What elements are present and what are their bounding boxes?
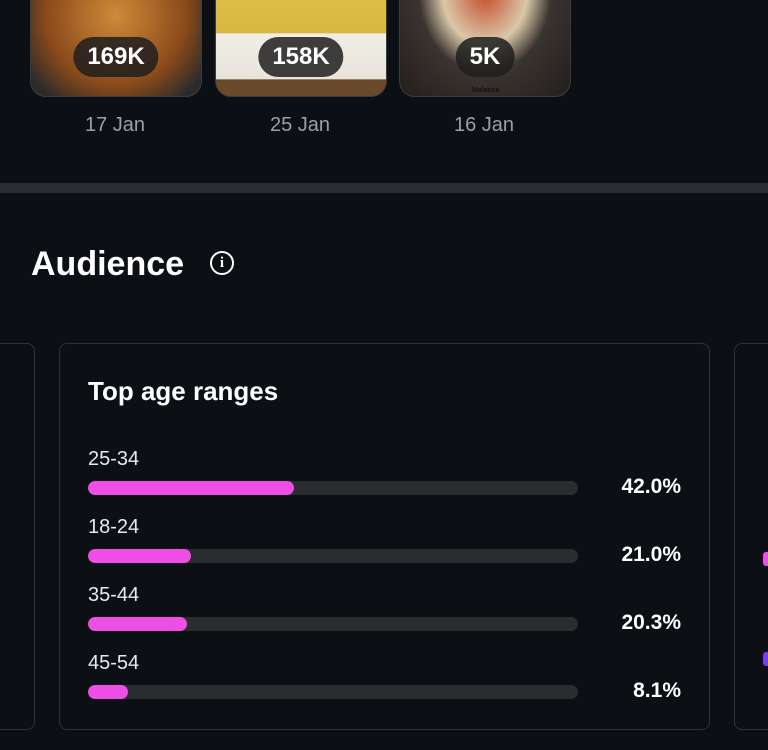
partial-bar xyxy=(763,652,768,666)
video-date: 25 Jan xyxy=(269,114,331,136)
partial-bar xyxy=(763,552,768,566)
percentage: 8.1% xyxy=(633,679,681,702)
age-label: 25-34 xyxy=(88,448,140,470)
section-divider xyxy=(0,183,768,193)
age-label: 45-54 xyxy=(88,652,140,674)
age-label: 18-24 xyxy=(88,516,140,538)
section-heading: Audience xyxy=(31,245,185,283)
bar-track xyxy=(88,685,578,699)
percentage: 20.3% xyxy=(621,611,681,634)
bar xyxy=(88,617,188,631)
info-icon[interactable]: i xyxy=(210,251,234,275)
view-count: 169K xyxy=(73,37,159,77)
bar-track xyxy=(88,481,578,495)
percentage: 42.0% xyxy=(621,475,681,498)
percentage: 21.0% xyxy=(621,543,681,566)
video-date: 16 Jan xyxy=(453,114,515,136)
bar-track xyxy=(88,549,578,563)
partial-card xyxy=(0,343,35,730)
view-count: 158K xyxy=(258,37,344,77)
bar xyxy=(88,685,128,699)
age-card: Top age ranges 25-34 42.0% 18-24 21.0% 35-44… xyxy=(59,343,710,730)
card-title: Top age ranges xyxy=(88,376,279,406)
video-thumbnail[interactable]: 169K xyxy=(30,0,202,97)
video-date: 17 Jan xyxy=(84,114,146,136)
view-count: 5K xyxy=(455,37,515,77)
thumbnail-caption: Malacca xyxy=(472,87,500,94)
bar-track xyxy=(88,617,578,631)
bar xyxy=(88,549,191,563)
video-thumbnail[interactable]: 158K xyxy=(215,0,387,97)
age-label: 35-44 xyxy=(88,584,140,606)
video-thumbnail[interactable]: 5K Malacca xyxy=(399,0,571,97)
partial-card xyxy=(734,343,768,730)
bar xyxy=(88,481,294,495)
